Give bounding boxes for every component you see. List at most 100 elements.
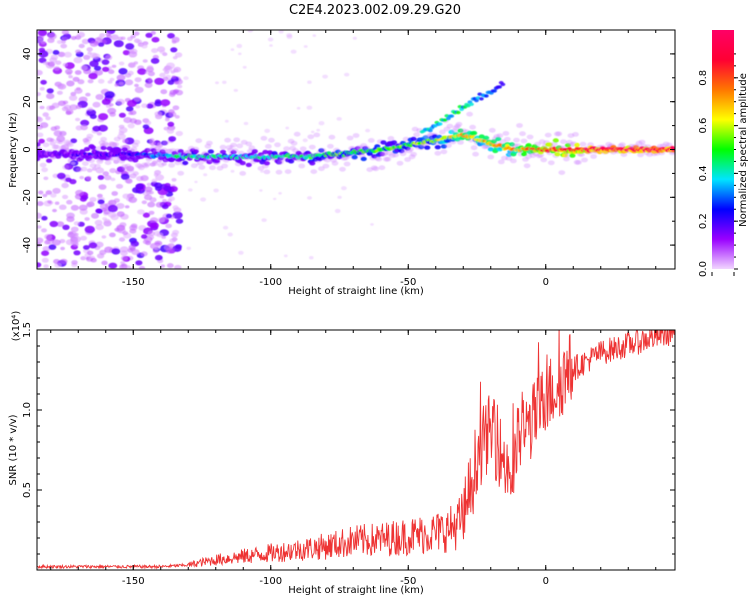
spectrogram-cell-273 [133,61,138,65]
spectrogram-cell-368 [124,73,132,78]
spectrogram-cell-668 [187,188,193,192]
spectrogram-cell-316 [57,100,66,107]
spectrogram-cell-240 [120,250,128,256]
spectrogram-cell-1005 [182,160,189,166]
spectrogram-cell-584 [144,120,152,126]
spectrogram-cell-822 [89,145,97,150]
spectrogram-cell-438 [170,70,176,74]
spectrogram-cell-148 [38,47,46,53]
spectrogram-cell-1265 [313,132,321,138]
spectrogram-cell-929 [144,161,151,167]
spectrogram-cell-312 [116,203,125,209]
spectrogram-cell-612 [98,113,109,121]
spectrogram-cell-1215 [288,159,295,164]
spectrogram-cell-648 [118,127,128,134]
spectrogram-cell-1994 [449,114,455,118]
spectrogram-cell-539 [163,65,173,72]
spectrogram-cell-516 [156,232,164,238]
spectrogram-cell-600 [99,203,109,210]
spectrogram-cell-395 [85,92,91,97]
spectrogram-cell-890 [124,163,132,169]
spectrogram-cell-698 [213,188,219,193]
spectrogram-cell-1760 [563,156,570,162]
snr-series-line [37,330,675,570]
spectrogram-cell-227 [109,232,116,238]
spectrogram-cell-1981 [427,129,433,133]
spectrogram-cell-420 [89,60,99,67]
spectrogram-cell-245 [56,221,65,227]
spectrogram-cell-299 [45,116,51,121]
spectrogram-cell-548 [172,229,180,235]
spectrogram-cell-464 [72,242,79,247]
spectrogram-cell-573 [92,125,101,132]
spectrogram-cell-1419 [390,140,398,145]
spectrogram-cell-263 [169,238,176,243]
spectrogram-cell-1745 [555,131,563,137]
spectrogram-cell-1451 [407,146,414,152]
spectrogram-cell-306 [56,90,63,95]
spectrogram-cell-1136 [248,145,256,151]
spectrogram-cell-1506 [434,145,441,150]
spectrogram-cell-1736 [550,141,558,147]
spectrogram-cell-830 [94,163,101,169]
spectrogram-cell-230 [41,250,50,256]
spectrogram-cell-554 [107,107,117,115]
spectrogram-cell-531 [42,193,48,198]
spectrogram-cell-1763 [564,153,572,158]
spectrogram-cell-512 [114,83,119,87]
spectrogram-cell-1406 [384,156,392,162]
spectrogram-cell-199 [84,217,90,221]
spectrogram-cell-393 [134,119,142,125]
spectrogram-cell-484 [116,74,126,81]
spectrogram-cell-672 [296,106,301,110]
spectrogram-cell-406 [173,66,182,73]
spectrogram-cell-282 [175,130,183,137]
spectrogram-cell-602 [49,105,56,110]
spectrogram-cell-664 [278,30,284,34]
spectrogram-cell-450 [144,82,153,88]
spectrogram-cell-205 [151,48,159,54]
spectrogram-cell-2009 [474,98,479,103]
bottom-x-tick-label-0: -150 [122,576,145,587]
spectrogram-cell-396 [150,57,160,64]
spectrogram-cell-391 [89,52,98,59]
spectrogram-cell-313 [98,124,108,132]
spectrogram-cell-298 [174,264,182,269]
spectrogram-cell-414 [60,246,65,251]
spectrogram-cell-449 [152,248,159,254]
spectrogram-cell-458 [159,72,166,78]
spectrogram-cell-1715 [540,157,548,163]
spectrogram-cell-815 [86,133,94,139]
spectrogram-cell-330 [102,66,110,72]
spectrogram-cell-427 [76,87,81,91]
spectrogram-cell-1143 [251,149,258,154]
spectrogram-cell-1631 [497,159,505,165]
spectrogram-cell-519 [111,248,121,255]
spectrogram-cell-869 [113,136,121,142]
colorbar-label: Normalized spectral amplitude [738,73,749,227]
bottom-x-tick-label-1: -100 [259,576,282,587]
spectrogram-cell-1574 [469,124,476,130]
spectrogram-cell-583 [130,223,138,229]
spectrogram-cell-624 [68,94,78,101]
spectrogram-cell-114 [95,167,105,174]
spectrogram-cell-446 [86,168,93,173]
top-y-tick-label-4: 40 [22,48,33,61]
spectrogram-cell-540 [159,49,166,54]
spectrogram-cell-453 [47,200,52,204]
spectrogram-cell-543 [70,138,78,144]
spectrogram-cell-690 [264,128,271,133]
spectrogram-cell-647 [88,242,98,249]
spectrogram-cell-637 [167,121,175,127]
spectrogram-cell-1373 [367,138,375,143]
spectrogram-cell-1382 [372,166,380,172]
spectrogram-cell-451 [37,30,48,37]
spectrogram-ticks [37,29,675,270]
spectrogram-cell-459 [83,54,91,60]
spectrogram-cell-407 [45,238,54,245]
spectrogram-cell-249 [63,51,72,58]
spectrogram-cell-482 [163,185,172,192]
spectrogram-cell-247 [41,257,49,263]
spectrogram-cell-495 [52,50,60,55]
spectrogram-cell-492 [116,98,125,106]
